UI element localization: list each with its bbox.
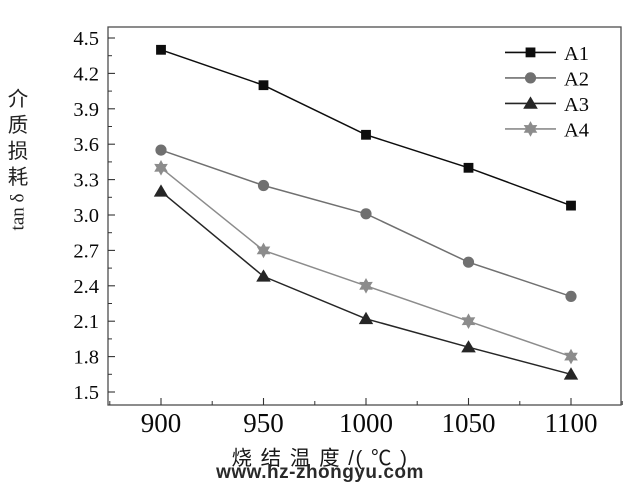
svg-text:2.4: 2.4 <box>73 276 99 298</box>
svg-text:3.3: 3.3 <box>73 170 99 192</box>
svg-text:A2: A2 <box>564 68 589 90</box>
svg-text:900: 900 <box>141 408 182 438</box>
svg-text:3.9: 3.9 <box>73 99 99 121</box>
svg-text:1000: 1000 <box>339 408 393 438</box>
svg-text:1100: 1100 <box>545 408 598 438</box>
svg-text:A4: A4 <box>564 119 589 141</box>
svg-text:1.8: 1.8 <box>73 347 99 369</box>
svg-text:2.1: 2.1 <box>73 311 99 333</box>
svg-text:3.6: 3.6 <box>73 134 99 156</box>
svg-text:1.5: 1.5 <box>73 382 99 404</box>
svg-text:A3: A3 <box>564 94 589 116</box>
svg-text:1050: 1050 <box>442 408 496 438</box>
svg-text:3.0: 3.0 <box>73 205 99 227</box>
svg-text:2.7: 2.7 <box>73 240 99 262</box>
svg-text:4.5: 4.5 <box>73 28 99 50</box>
svg-text:4.2: 4.2 <box>73 63 99 85</box>
svg-text:A1: A1 <box>564 43 589 65</box>
svg-text:950: 950 <box>243 408 284 438</box>
